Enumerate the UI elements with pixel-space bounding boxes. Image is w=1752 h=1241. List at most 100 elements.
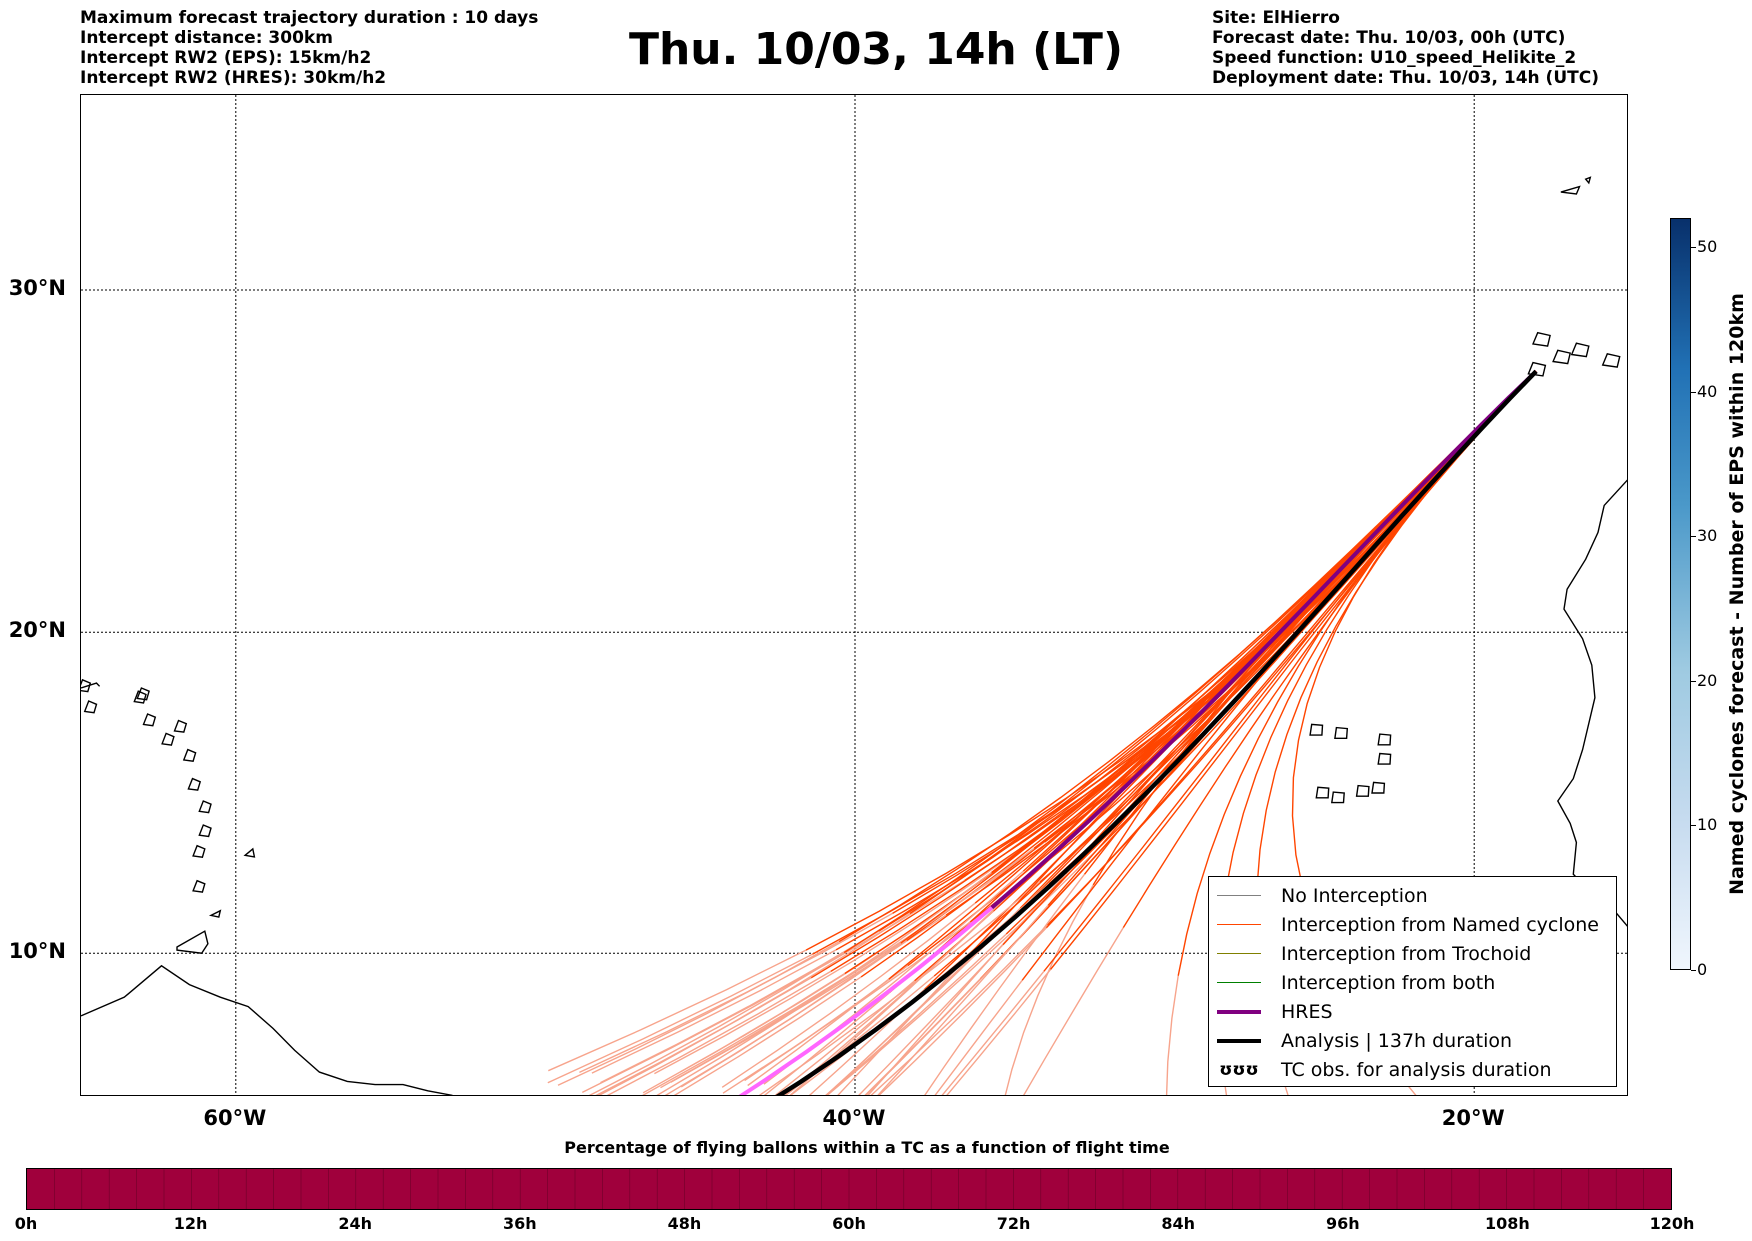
- colorbar-tick-label: 60h: [832, 1214, 866, 1233]
- legend-line-icon: [1217, 1009, 1261, 1014]
- eps-trajectory: [909, 370, 1537, 915]
- legend-line-icon: [1217, 924, 1261, 925]
- eps-trajectory-faded: [941, 970, 1045, 1095]
- eps-trajectory-faded: [825, 933, 1007, 1095]
- eps-trajectory: [892, 370, 1537, 915]
- colorbar-tick-label: 50: [1697, 236, 1718, 256]
- island-antilles: [192, 879, 206, 893]
- header-info-line: Maximum forecast trajectory duration : 1…: [80, 8, 539, 28]
- tc-obs-symbol-icon: ʊʊʊ: [1219, 1059, 1259, 1080]
- hres-trajectory: [990, 369, 1538, 910]
- header-info-line: Site: ElHierro: [1212, 8, 1340, 28]
- legend-label: No Interception: [1281, 884, 1428, 907]
- island-cape-verde: [1315, 786, 1330, 799]
- latitude-label: 30°N: [8, 276, 66, 300]
- legend-line-icon: [1217, 953, 1261, 954]
- eps-trajectory: [805, 370, 1537, 951]
- eps-trajectory-faded: [747, 978, 890, 1087]
- eps-trajectory-faded: [924, 873, 1086, 1095]
- legend-label: Interception from Named cyclone: [1281, 913, 1599, 936]
- colorbar-tick-label: 40: [1697, 381, 1718, 401]
- coastline-africa: [1556, 479, 1627, 927]
- island-barbados: [243, 847, 256, 858]
- legend-label: Analysis | 137h duration: [1281, 1029, 1513, 1052]
- eps-trajectory-faded: [870, 924, 1048, 1095]
- longitude-label: 40°W: [822, 1106, 886, 1130]
- legend-item-tc-obs: ʊʊʊ TC obs. for analysis duration: [1217, 1055, 1608, 1084]
- eps-trajectory-faded: [600, 930, 880, 1084]
- colorbar-tick-label: 120h: [1649, 1214, 1695, 1233]
- eps-trajectory: [1083, 370, 1537, 875]
- analysis-trajectory: [775, 369, 1538, 1095]
- map-legend: No Interception Interception from Named c…: [1208, 876, 1617, 1087]
- eps-trajectory-faded: [654, 848, 1021, 1075]
- hres-analysis-trajectories: [738, 369, 1538, 1095]
- eps-trajectory-faded: [642, 972, 846, 1094]
- eps-trajectory-faded: [606, 970, 832, 1095]
- colorbar-tick-mark: [1691, 536, 1696, 538]
- eps-trajectory-faded: [867, 873, 1067, 1095]
- header-right-info: Site: ElHierro Forecast date: Thu. 10/03,…: [1212, 8, 1599, 88]
- colorbar-tick-mark: [1691, 246, 1696, 248]
- header-left-info: Maximum forecast trajectory duration : 1…: [80, 8, 538, 88]
- island-cape-verde: [1355, 784, 1370, 797]
- island-cape-verde: [1309, 723, 1324, 736]
- island-tobago: [208, 909, 222, 918]
- colorbar-tick-label: 10: [1697, 815, 1718, 835]
- colorbar-tick-label: 12h: [173, 1214, 208, 1233]
- island-antilles: [142, 713, 157, 727]
- eps-trajectory: [900, 370, 1537, 944]
- eps-trajectory-faded: [1165, 975, 1179, 1095]
- island-trinidad: [176, 930, 209, 954]
- eps-trajectory-faded: [547, 953, 813, 1084]
- map-title: Thu. 10/03, 14h (LT): [628, 24, 1124, 75]
- eps-trajectory-faded: [878, 927, 1047, 1095]
- header-info-line: Deployment date: Thu. 10/03, 14h (UTC): [1212, 68, 1599, 88]
- legend-item: Analysis | 137h duration: [1217, 1026, 1608, 1055]
- longitude-label: 20°W: [1441, 1106, 1505, 1130]
- eps-trajectory: [974, 370, 1537, 904]
- eps-trajectory-faded: [826, 848, 1099, 1095]
- colorbar-tick-label: 96h: [1325, 1214, 1360, 1233]
- island-antilles: [133, 690, 147, 704]
- island-madeira: [1560, 185, 1581, 195]
- colorbar-tick-label: 24h: [338, 1214, 373, 1233]
- eps-trajectory: [911, 370, 1537, 930]
- eps-trajectory: [838, 370, 1537, 943]
- eps-trajectory-faded: [946, 969, 1052, 1095]
- eps-trajectory-faded: [591, 949, 837, 1074]
- eps-trajectory: [812, 370, 1537, 955]
- graticule: [81, 95, 1627, 1095]
- island-canary: [1552, 349, 1572, 365]
- legend-label: Interception from Trochoid: [1281, 942, 1532, 965]
- header-info-line: Intercept RW2 (EPS): 15km/h2: [80, 48, 372, 68]
- eps-trajectory: [906, 370, 1537, 942]
- colorbar-tick-label: 36h: [502, 1214, 537, 1233]
- colorbar-tick-label: 84h: [1161, 1214, 1196, 1233]
- eps-trajectory-faded: [588, 952, 845, 1095]
- island-antilles: [161, 732, 175, 746]
- island-canary: [1527, 361, 1547, 377]
- legend-item: Interception from Named cyclone: [1217, 910, 1608, 939]
- colorbar-tick-label: 0: [1697, 960, 1708, 979]
- eps-trajectory: [843, 370, 1537, 954]
- coastlines: [81, 176, 1627, 1095]
- legend-item: Interception from both: [1217, 968, 1608, 997]
- island-antilles: [198, 800, 212, 814]
- eps-trajectory-faded: [673, 976, 862, 1095]
- latitude-label: 20°N: [8, 618, 66, 643]
- colorbar-tick-label: 72h: [996, 1214, 1031, 1233]
- colorbar-tick-label: 0h: [14, 1214, 38, 1233]
- latitude-label: 10°N: [8, 939, 66, 964]
- eps-trajectory-faded: [660, 847, 1035, 1089]
- island-antilles: [81, 678, 92, 693]
- island-antilles: [136, 687, 150, 701]
- island-antilles: [173, 719, 188, 733]
- header-info-line: Forecast date: Thu. 10/03, 00h (UTC): [1212, 28, 1566, 48]
- island-cape-verde: [1377, 733, 1392, 746]
- colorbar-tick-label: 108h: [1484, 1214, 1530, 1233]
- island-cape-verde: [1371, 781, 1386, 794]
- hres-trajectory-faded: [738, 906, 994, 1095]
- eps-trajectory: [1046, 370, 1537, 926]
- island-canary: [1532, 331, 1551, 347]
